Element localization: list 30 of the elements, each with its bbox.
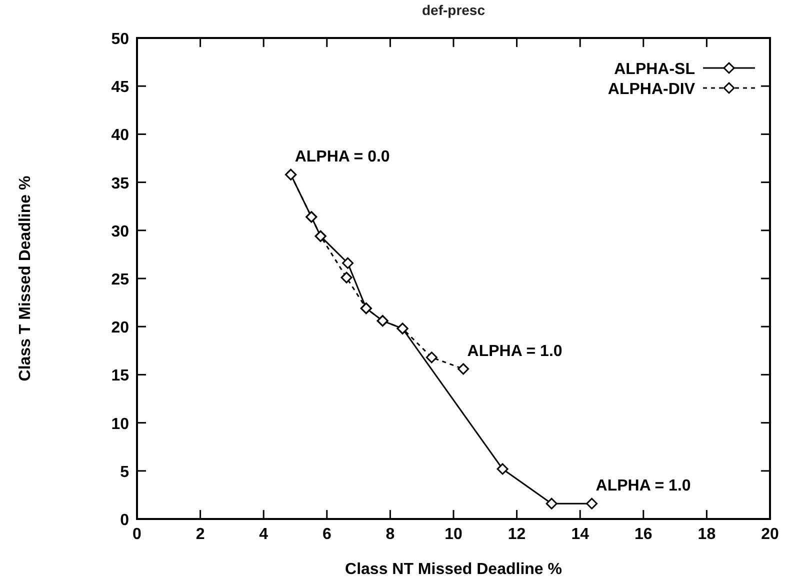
y-tick-label: 30 <box>111 223 130 240</box>
x-tick-label: 2 <box>196 526 205 543</box>
chart-title: def-presc <box>422 2 486 18</box>
y-tick-label: 20 <box>111 320 130 337</box>
annotation: ALPHA = 0.0 <box>294 148 390 166</box>
x-tick-label: 18 <box>698 526 716 543</box>
legend-label: ALPHA-DIV <box>608 81 696 98</box>
x-tick-label: 14 <box>571 526 590 543</box>
x-tick-label: 10 <box>444 526 462 543</box>
y-tick-label: 25 <box>111 272 130 288</box>
x-tick-label: 0 <box>132 526 142 543</box>
y-tick-label: 40 <box>111 127 130 144</box>
x-tick-label: 20 <box>761 526 779 543</box>
y-tick-label: 10 <box>111 416 130 433</box>
y-tick-label: 50 <box>111 31 130 48</box>
annotation: ALPHA = 1.0 <box>596 478 691 495</box>
y-tick-label: 45 <box>111 79 130 96</box>
x-tick-label: 12 <box>508 526 526 543</box>
y-tick-label: 35 <box>111 175 130 192</box>
x-tick-label: 6 <box>322 526 332 543</box>
x-tick-label: 8 <box>386 526 395 543</box>
legend-label: ALPHA-SL <box>614 61 696 78</box>
x-axis-title: Class NT Missed Deadline % <box>345 561 562 578</box>
x-tick-label: 16 <box>634 526 652 543</box>
y-tick-label: 0 <box>120 512 130 529</box>
y-axis-title: Class T Missed Deadline % <box>17 176 34 382</box>
x-tick-label: 4 <box>259 526 268 543</box>
y-tick-label: 15 <box>111 368 130 385</box>
annotation: ALPHA = 1.0 <box>467 342 562 360</box>
y-tick-label: 5 <box>120 464 130 481</box>
